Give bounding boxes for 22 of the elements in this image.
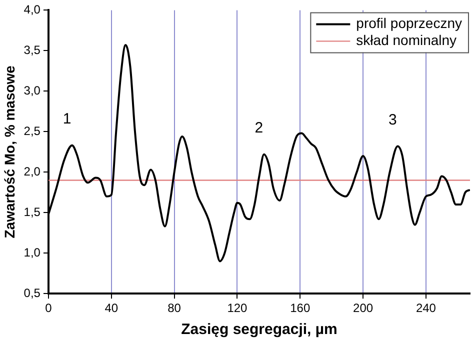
y-tick-label: 1,0 [24, 245, 41, 260]
y-tick-label: 3,0 [24, 83, 41, 98]
x-tick-label: 80 [168, 301, 182, 316]
y-tick-label: 2,0 [24, 164, 41, 178]
y-tick-label: 3,5 [24, 43, 41, 57]
y-tick-label: 0,5 [24, 286, 41, 300]
y-tick-label: 1,5 [24, 204, 41, 219]
y-tick-label: 2,5 [24, 124, 41, 138]
x-tick-label: 0 [45, 301, 52, 316]
x-tick-label: 120 [227, 301, 248, 316]
annotation: 1 [62, 110, 72, 128]
x-tick-label: 160 [290, 301, 310, 316]
annotation: 3 [388, 111, 397, 128]
y-axis-title: Zawartość Mo, % masowe [1, 65, 18, 238]
x-tick-label: 40 [104, 301, 118, 316]
x-tick-label: 200 [353, 301, 374, 316]
annotation: 2 [254, 119, 264, 136]
y-tick-label: 4,0 [24, 2, 41, 17]
legend-label: skład nominalny [356, 32, 457, 48]
x-axis-title: Zasięg segregacji, µm [181, 321, 338, 338]
legend-label: profil poprzeczny [356, 15, 462, 32]
x-tick-label: 240 [416, 301, 436, 316]
